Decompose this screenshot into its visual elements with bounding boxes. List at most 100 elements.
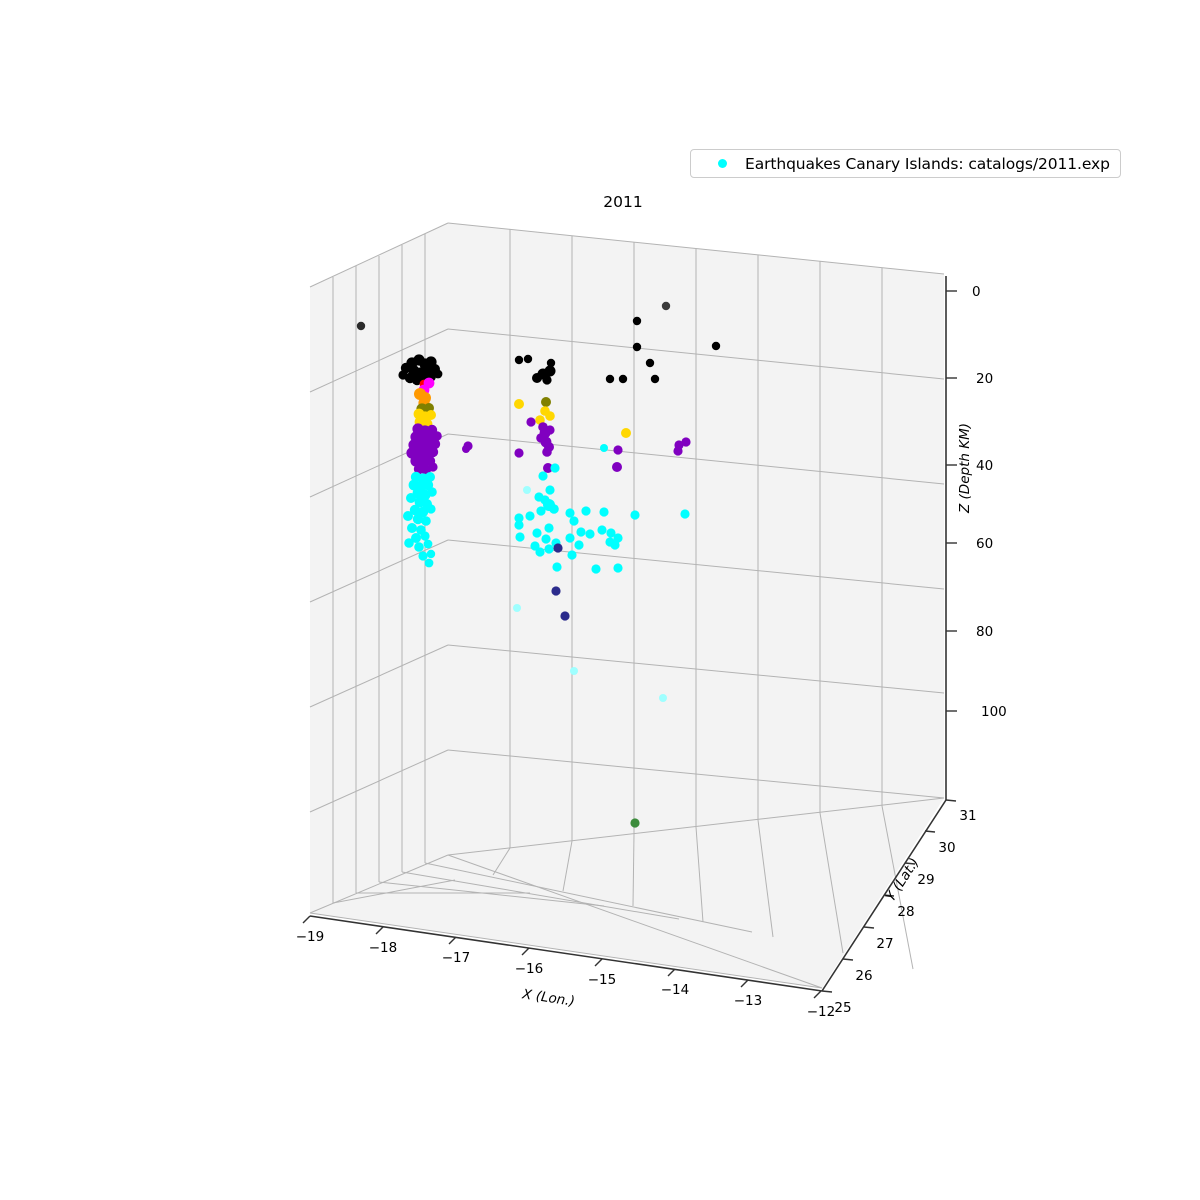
scatter-point [421, 516, 431, 526]
legend-box[interactable]: Earthquakes Canary Islands: catalogs/201… [690, 149, 1121, 178]
x-tick-label: −18 [369, 940, 398, 956]
z-tick-label: 60 [976, 536, 993, 552]
scatter-point [535, 547, 545, 557]
z-tick-label: 100 [981, 704, 1007, 720]
scatter-point [605, 374, 615, 384]
scatter-point [514, 513, 524, 523]
scatter-point [618, 374, 628, 384]
scatter-point [544, 523, 554, 533]
scatter-point [411, 533, 421, 543]
scatter-point [414, 542, 424, 552]
scatter-point [514, 355, 524, 365]
scatter-point [600, 444, 608, 452]
scatter-point [711, 341, 721, 351]
scatter-point [574, 540, 584, 550]
x-tick-label: −19 [296, 929, 325, 945]
scatter-point [514, 399, 524, 409]
y-tick-label: 26 [855, 968, 872, 984]
z-tick-labels: 0 20 40 60 80 100 [972, 284, 1007, 720]
scatter-point [661, 301, 671, 311]
scatter-point [418, 551, 428, 561]
grid-lines [309, 222, 945, 989]
y-tick-label: 30 [938, 840, 955, 856]
scatter-point [406, 493, 416, 503]
scatter-point [546, 358, 556, 368]
chart-title: 2011 [603, 193, 643, 211]
scatter-point [543, 463, 553, 473]
y-tick-label: 25 [834, 1000, 851, 1016]
scatter-point [426, 504, 436, 514]
z-axis-label: Z (Depth KM) [957, 423, 973, 514]
scatter-point [513, 604, 521, 612]
scatter-point [560, 611, 570, 621]
legend-entry-label: Earthquakes Canary Islands: catalogs/201… [745, 154, 1110, 173]
scatter-point [606, 528, 616, 538]
scatter-point [597, 525, 607, 535]
scatter-point [532, 528, 542, 538]
scatter-point [542, 447, 552, 457]
scatter-point [659, 694, 667, 702]
x-tick-label: −14 [661, 982, 690, 998]
scatter-point [523, 354, 533, 364]
pane-bottom [310, 798, 944, 988]
scatter-point [404, 538, 414, 548]
data-points-group [356, 301, 721, 828]
scatter-point [581, 506, 591, 516]
scatter-point [412, 513, 424, 525]
scatter-point [630, 510, 640, 520]
scatter-point [424, 558, 434, 568]
scatter-point [523, 486, 531, 494]
scatter-point [545, 411, 555, 421]
scatter-point [613, 533, 623, 543]
scatter-point [541, 397, 551, 407]
scatter-point [553, 543, 563, 553]
scatter-point [630, 818, 640, 828]
scatter-point [570, 667, 578, 675]
scatter-point [550, 463, 560, 473]
x-tick-label: −17 [442, 950, 471, 966]
scatter-point [423, 539, 433, 549]
scatter-point [591, 564, 601, 574]
scatter-point [433, 369, 443, 379]
scatter-point [613, 445, 623, 455]
scatter-point [420, 531, 430, 541]
x-tick-label: −16 [515, 961, 544, 977]
scatter-point [650, 374, 660, 384]
scatter-point [545, 485, 555, 495]
scatter-point [544, 365, 556, 377]
scatter-point [514, 520, 524, 530]
scatter-point [599, 507, 609, 517]
x-axis-label: X (Lon.) [520, 986, 575, 1010]
scatter-point [426, 410, 436, 420]
scatter-point [544, 544, 554, 554]
scatter-point [425, 472, 435, 482]
scatter-point [541, 534, 551, 544]
z-tick-label: 40 [976, 458, 993, 474]
z-tick-label: 20 [976, 371, 993, 387]
scatter-point [621, 428, 631, 438]
scatter-point [632, 316, 642, 326]
scatter-point [565, 533, 575, 543]
scatter-point [427, 487, 437, 497]
x-axis-spine [309, 915, 823, 992]
y-tick-label: 29 [917, 872, 934, 888]
x-tick-label: −13 [734, 993, 763, 1009]
scatter-point [427, 446, 439, 458]
scatter-point [545, 425, 555, 435]
x-tick-labels: −19 −18 −17 −16 −15 −14 −13 −12 [296, 929, 836, 1020]
scatter-point [645, 358, 655, 368]
scatter-point [552, 562, 562, 572]
y-tick-label: 27 [876, 936, 893, 952]
scatter-point [567, 550, 577, 560]
tick-marks [302, 290, 957, 999]
scatter-point [576, 527, 586, 537]
scatter-point [680, 509, 690, 519]
scatter-point [407, 523, 417, 533]
scatter-point [532, 373, 542, 383]
scatter-point [515, 532, 525, 542]
scatter-point [549, 504, 559, 514]
scatter-point [632, 342, 642, 352]
x-tick-label: −12 [807, 1004, 836, 1020]
scatter-point [403, 511, 413, 521]
